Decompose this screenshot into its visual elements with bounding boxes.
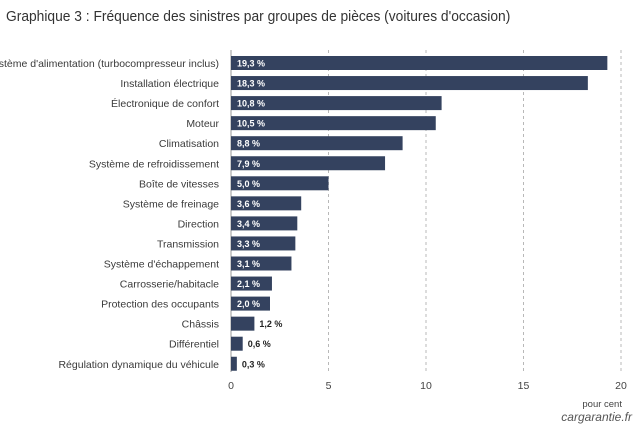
category-label: Installation électrique	[120, 78, 219, 90]
value-label: 10,5 %	[237, 119, 265, 129]
value-label: 3,6 %	[237, 199, 260, 209]
category-label: Régulation dynamique du véhicule	[58, 359, 219, 371]
category-label: Boîte de vitesses	[139, 178, 219, 190]
x-tick-label: 15	[518, 380, 530, 392]
category-label: Moteur	[186, 118, 219, 130]
bar	[231, 336, 243, 351]
category-label: Direction	[178, 218, 220, 230]
value-label: 10,8 %	[237, 99, 265, 109]
value-label: 3,1 %	[237, 259, 260, 269]
category-label: Carrosserie/habitacle	[120, 279, 219, 291]
value-label: 2,1 %	[237, 279, 260, 289]
bar	[231, 296, 270, 311]
bar	[231, 56, 608, 70]
value-label: 8,8 %	[237, 139, 260, 149]
bars	[231, 56, 608, 371]
value-label: 0,3 %	[242, 359, 265, 369]
bar	[231, 96, 442, 111]
value-labels: 19,3 % 18,3 % 10,8 % 10,5 % 8,8 % 7,9 % 5,0 % 3…	[237, 59, 282, 370]
bar	[231, 356, 237, 371]
category-label: Châssis	[182, 319, 219, 331]
bar	[231, 196, 302, 211]
source-credit: cargarantie.fr	[561, 410, 632, 424]
bar	[231, 136, 403, 151]
x-tick-label: 0	[228, 380, 234, 392]
bar	[231, 156, 386, 171]
chart-title: Graphique 3 : Fréquence des sinistres pa…	[6, 8, 511, 25]
bar	[231, 276, 272, 291]
category-label: Transmission	[157, 238, 219, 250]
bar	[231, 216, 298, 231]
x-axis-ticks: 0 5 10 15 20	[228, 380, 627, 392]
x-tick-label: 10	[420, 380, 432, 392]
category-label: Système d'échappement	[104, 259, 219, 271]
category-label: Climatisation	[159, 138, 219, 150]
category-label: Système de refroidissement	[89, 158, 219, 170]
value-label: 3,4 %	[237, 219, 260, 229]
x-tick-label: 20	[615, 380, 627, 392]
bar	[231, 176, 329, 191]
value-label: 3,3 %	[237, 239, 260, 249]
value-label: 5,0 %	[237, 179, 260, 189]
category-label: Électronique de confort	[111, 97, 219, 110]
value-label: 2,0 %	[237, 299, 260, 309]
category-labels: Système d'alimentation (turbocompresseur…	[0, 58, 219, 371]
bar	[231, 256, 292, 271]
bar	[231, 316, 255, 331]
value-label: 19,3 %	[237, 59, 265, 69]
value-label: 18,3 %	[237, 79, 265, 89]
category-label: Système de freinage	[123, 198, 219, 210]
bar	[231, 76, 588, 91]
category-label: Système d'alimentation (turbocompresseur…	[0, 58, 219, 70]
bar	[231, 236, 296, 251]
x-tick-label: 5	[326, 380, 332, 392]
category-label: Protection des occupants	[101, 299, 219, 311]
value-label: 0,6 %	[248, 339, 271, 349]
value-label: 7,9 %	[237, 159, 260, 169]
x-axis-unit-label: pour cent	[582, 399, 622, 410]
bar	[231, 116, 436, 131]
value-label: 1,2 %	[259, 319, 282, 329]
category-label: Différentiel	[169, 339, 219, 351]
